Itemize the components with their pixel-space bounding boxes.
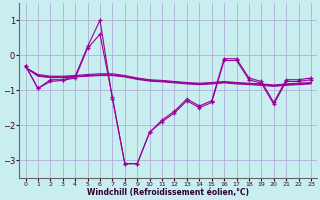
X-axis label: Windchill (Refroidissement éolien,°C): Windchill (Refroidissement éolien,°C) (87, 188, 249, 197)
